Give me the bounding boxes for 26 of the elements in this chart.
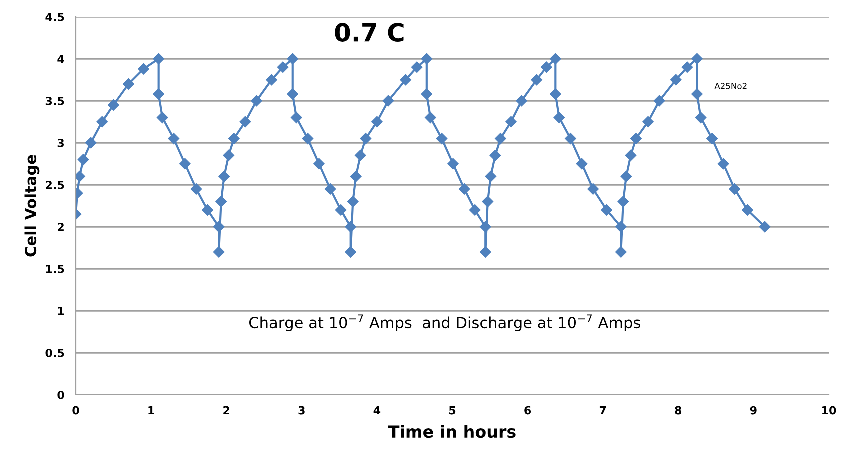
y-tick-label: 3.5 — [46, 96, 64, 106]
x-tick-label: 10 — [822, 406, 836, 415]
y-tick-label: 2 — [58, 222, 64, 232]
chart-title: 0.7 C — [335, 23, 404, 42]
y-tick-label: 2.5 — [46, 180, 64, 190]
x-tick-label: 2 — [224, 406, 230, 415]
x-axis-title: Time in hours — [388, 425, 516, 438]
annotation: Charge at 10$^{−7}$ Amps and Discharge at 10$^{−7}$ Amps — [250, 314, 640, 332]
y-axis-title: Cell Voltage — [24, 155, 40, 257]
x-tick-label: 1 — [148, 406, 154, 415]
x-tick-label: 9 — [750, 406, 757, 415]
y-tick-label: 1.5 — [46, 265, 64, 274]
y-tick-label: 3 — [58, 138, 64, 148]
y-tick-label: 4.5 — [46, 13, 64, 22]
y-tick-label: 1 — [58, 307, 64, 316]
x-tick-label: 0 — [72, 406, 80, 415]
x-tick-label: 4 — [374, 406, 381, 415]
annotation: A25No2 — [714, 83, 747, 90]
x-tick-label: 5 — [449, 406, 456, 415]
x-tick-label: 6 — [524, 406, 532, 415]
x-tick-label: 7 — [600, 406, 606, 415]
x-tick-label: 8 — [675, 406, 682, 415]
x-tick-label: 3 — [298, 406, 305, 415]
y-tick-label: 0 — [58, 390, 64, 400]
y-tick-label: 4 — [58, 55, 64, 64]
y-tick-label: 0.5 — [46, 348, 64, 358]
